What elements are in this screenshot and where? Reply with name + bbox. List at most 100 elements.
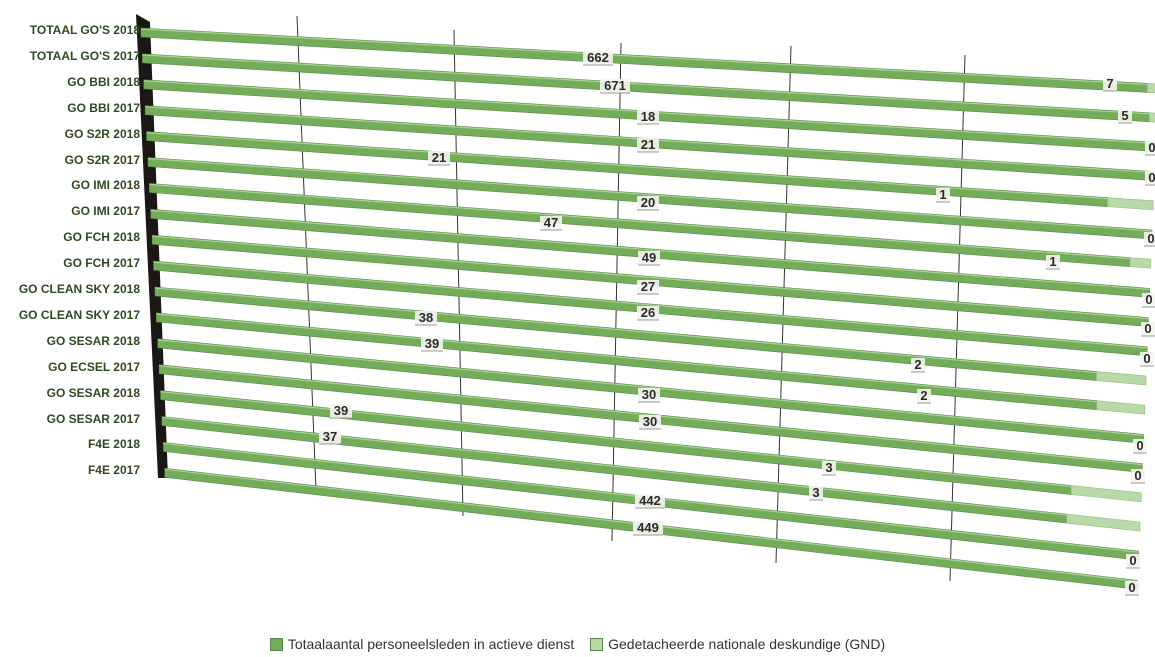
data-label-series-1: 26	[641, 305, 655, 320]
data-label-series-2: 3	[812, 485, 819, 500]
data-label-series-2: 0	[1128, 580, 1135, 595]
bar-highlight	[154, 287, 1097, 374]
data-label-series-1: 20	[641, 195, 655, 210]
bar-highlight	[147, 157, 1153, 232]
data-label-series-2: 0	[1136, 438, 1143, 453]
category-label: TOTAAL GO'S 2018	[29, 23, 140, 37]
data-label-series-2-bg	[809, 486, 823, 500]
category-label: GO S2R 2017	[64, 152, 140, 167]
category-label: GO ECSEL 2017	[48, 359, 140, 374]
data-label-series-2-bg	[1125, 581, 1139, 595]
grid-line	[949, 54, 966, 582]
data-label-series-1-bg	[415, 311, 437, 325]
bar-highlight	[150, 209, 1150, 290]
category-label: F4E 2018	[87, 437, 140, 452]
data-label-series-2: 3	[825, 460, 832, 475]
data-label-series-2: 1	[939, 187, 946, 202]
category-label: GO IMI 2017	[71, 204, 140, 219]
data-label-series-1: 21	[432, 150, 446, 165]
legend-swatch-series-2	[590, 637, 604, 651]
data-label-series-2-bg	[936, 188, 950, 202]
data-label-series-2: 5	[1121, 108, 1128, 123]
category-label: GO CLEAN SKY 2018	[18, 282, 140, 296]
bar-highlight	[161, 416, 1067, 516]
data-label-series-2: 0	[1144, 321, 1151, 336]
data-label-series-1: 39	[334, 403, 348, 418]
data-label-series-1-bg	[540, 216, 562, 230]
grid-line	[453, 29, 464, 517]
axis-wall	[136, 14, 168, 478]
category-label: GO SESAR 2017	[46, 411, 140, 426]
data-label-series-2-bg	[1142, 293, 1155, 307]
data-label-series-1-bg	[638, 388, 660, 402]
data-label-series-1: 38	[419, 310, 433, 325]
data-label-series-1: 21	[641, 137, 655, 152]
bar-series-2	[1147, 83, 1155, 94]
data-label-series-1: 30	[643, 414, 657, 429]
data-label-series-2: 2	[914, 357, 921, 372]
data-label-series-1: 18	[641, 109, 655, 124]
data-label-series-1-bg	[428, 151, 450, 165]
data-label-series-2-bg	[1144, 232, 1155, 246]
bar-highlight	[156, 313, 1097, 403]
data-label-series-2: 0	[1143, 351, 1150, 366]
data-label-series-2-bg	[1145, 141, 1155, 155]
data-label-series-1-bg	[637, 138, 659, 152]
bar-highlight	[142, 54, 1150, 115]
data-label-series-1-bg	[421, 337, 443, 351]
bar-highlight	[149, 183, 1130, 260]
data-label-series-2: 1	[1049, 254, 1056, 269]
bar-series-2	[1129, 257, 1152, 269]
bar-highlight	[152, 235, 1149, 320]
legend: Totaalaantal personeelsleden in actieve …	[0, 636, 1155, 654]
legend-item-series-2: Gedetacheerde nationale deskundige (GND)	[590, 636, 885, 652]
data-label-series-2: 0	[1147, 231, 1154, 246]
category-label: TOTAAL GO'S 2017	[29, 48, 140, 63]
data-label-series-1-bg	[600, 79, 630, 93]
grid-line	[611, 42, 622, 542]
data-label-series-1-bg	[637, 110, 659, 124]
bar-series-2	[1066, 513, 1141, 532]
bar-highlight	[160, 391, 1072, 488]
data-label-series-2-bg	[822, 461, 836, 475]
data-label-series-1-bg	[583, 51, 613, 65]
data-label-series-1: 49	[642, 250, 656, 265]
bar-series-2	[1070, 485, 1142, 503]
legend-label-series-1: Totaalaantal personeelsleden in actieve …	[287, 636, 575, 652]
data-label-series-2-bg	[1140, 352, 1154, 366]
category-label: GO S2R 2018	[64, 126, 140, 141]
legend-item-series-1: Totaalaantal personeelsleden in actieve …	[269, 636, 575, 652]
data-label-series-1: 30	[642, 387, 656, 402]
bar-series-2	[1096, 400, 1146, 415]
bar-series-2	[1107, 197, 1154, 211]
category-label: GO SESAR 2018	[46, 385, 140, 400]
data-label-series-2: 0	[1148, 140, 1155, 155]
data-label-series-1: 37	[323, 429, 337, 444]
data-label-series-1-bg	[633, 521, 663, 535]
data-label-series-1-bg	[635, 494, 665, 508]
data-label-series-1: 27	[641, 279, 655, 294]
data-label-series-2-bg	[1118, 109, 1132, 123]
data-label-series-1-bg	[637, 306, 659, 320]
data-label-series-2-bg	[1046, 255, 1060, 269]
data-label-series-1-bg	[637, 280, 659, 294]
category-label: GO BBI 2017	[67, 100, 140, 115]
category-label: GO BBI 2018	[67, 74, 140, 89]
data-label-series-1: 39	[425, 336, 439, 351]
data-label-series-1: 662	[587, 50, 609, 65]
data-label-series-1-bg	[637, 196, 659, 210]
data-label-series-1: 47	[544, 215, 558, 230]
data-label-series-2: 7	[1106, 76, 1113, 91]
data-label-series-2: 2	[920, 388, 927, 403]
data-label-series-2-bg	[1131, 469, 1145, 483]
data-label-series-1: 442	[639, 493, 661, 508]
data-label-series-1-bg	[319, 430, 341, 444]
data-label-series-2-bg	[1126, 554, 1140, 568]
data-label-series-2: 0	[1145, 292, 1152, 307]
grid-line	[775, 45, 792, 564]
category-label: F4E 2017	[87, 463, 140, 478]
data-label-series-2-bg	[1145, 171, 1155, 185]
data-label-series-2: 0	[1148, 170, 1155, 185]
